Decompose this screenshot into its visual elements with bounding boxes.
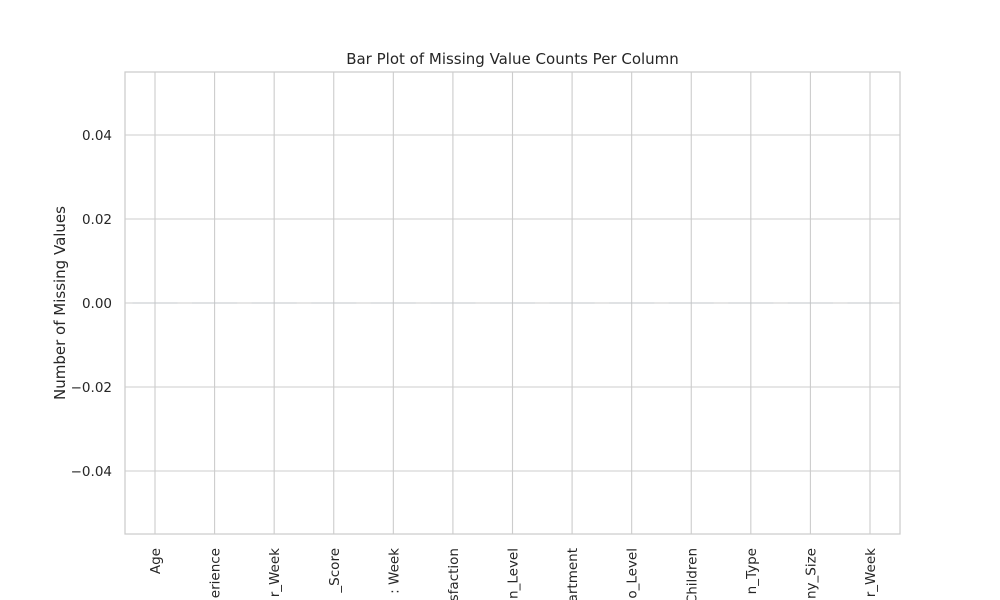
bar bbox=[132, 302, 178, 304]
x-tick-label: : Week bbox=[386, 548, 402, 594]
x-tick-label: Children bbox=[684, 548, 700, 600]
x-tick-label: ny_Size bbox=[803, 548, 819, 599]
bar bbox=[847, 302, 893, 304]
bar bbox=[430, 302, 476, 304]
x-tick-label: o_Level bbox=[625, 548, 641, 599]
x-tick-labels: Age erience r_Week _Score : Week sfaction n_Le… bbox=[148, 548, 879, 600]
chart-title: Bar Plot of Missing Value Counts Per Col… bbox=[346, 50, 679, 68]
x-tick-label: erience bbox=[208, 548, 224, 598]
x-tick-label: sfaction bbox=[446, 548, 462, 600]
axes-frame bbox=[124, 71, 901, 535]
y-axis-label: Number of Missing Values bbox=[51, 206, 69, 400]
bar bbox=[549, 302, 595, 304]
bar bbox=[728, 302, 774, 304]
y-tick-label: −0.02 bbox=[71, 380, 112, 396]
bar bbox=[311, 302, 357, 304]
bar bbox=[609, 302, 655, 304]
x-tick-label: artment bbox=[565, 548, 581, 600]
x-tick-label: n_Type bbox=[744, 548, 760, 594]
x-tick-label: r_Week bbox=[863, 548, 879, 597]
bars bbox=[132, 302, 893, 304]
bar bbox=[192, 302, 238, 304]
x-tick-label: _Score bbox=[327, 548, 343, 594]
bar bbox=[251, 302, 297, 304]
bar bbox=[668, 302, 714, 304]
grid-lines bbox=[125, 72, 900, 534]
x-tick-label: r_Week bbox=[267, 548, 283, 597]
y-tick-label: 0.02 bbox=[82, 212, 112, 228]
bar bbox=[490, 302, 535, 304]
y-tick-label: −0.04 bbox=[71, 464, 112, 480]
y-tick-label: 0.00 bbox=[82, 296, 112, 312]
x-tick-label: n_Level bbox=[506, 548, 522, 599]
x-tick-label: Age bbox=[148, 548, 164, 574]
bar bbox=[787, 302, 833, 304]
bar bbox=[370, 302, 416, 304]
y-tick-label: 0.04 bbox=[82, 128, 112, 144]
y-tick-labels: −0.04 −0.02 0.00 0.02 0.04 bbox=[71, 128, 112, 480]
